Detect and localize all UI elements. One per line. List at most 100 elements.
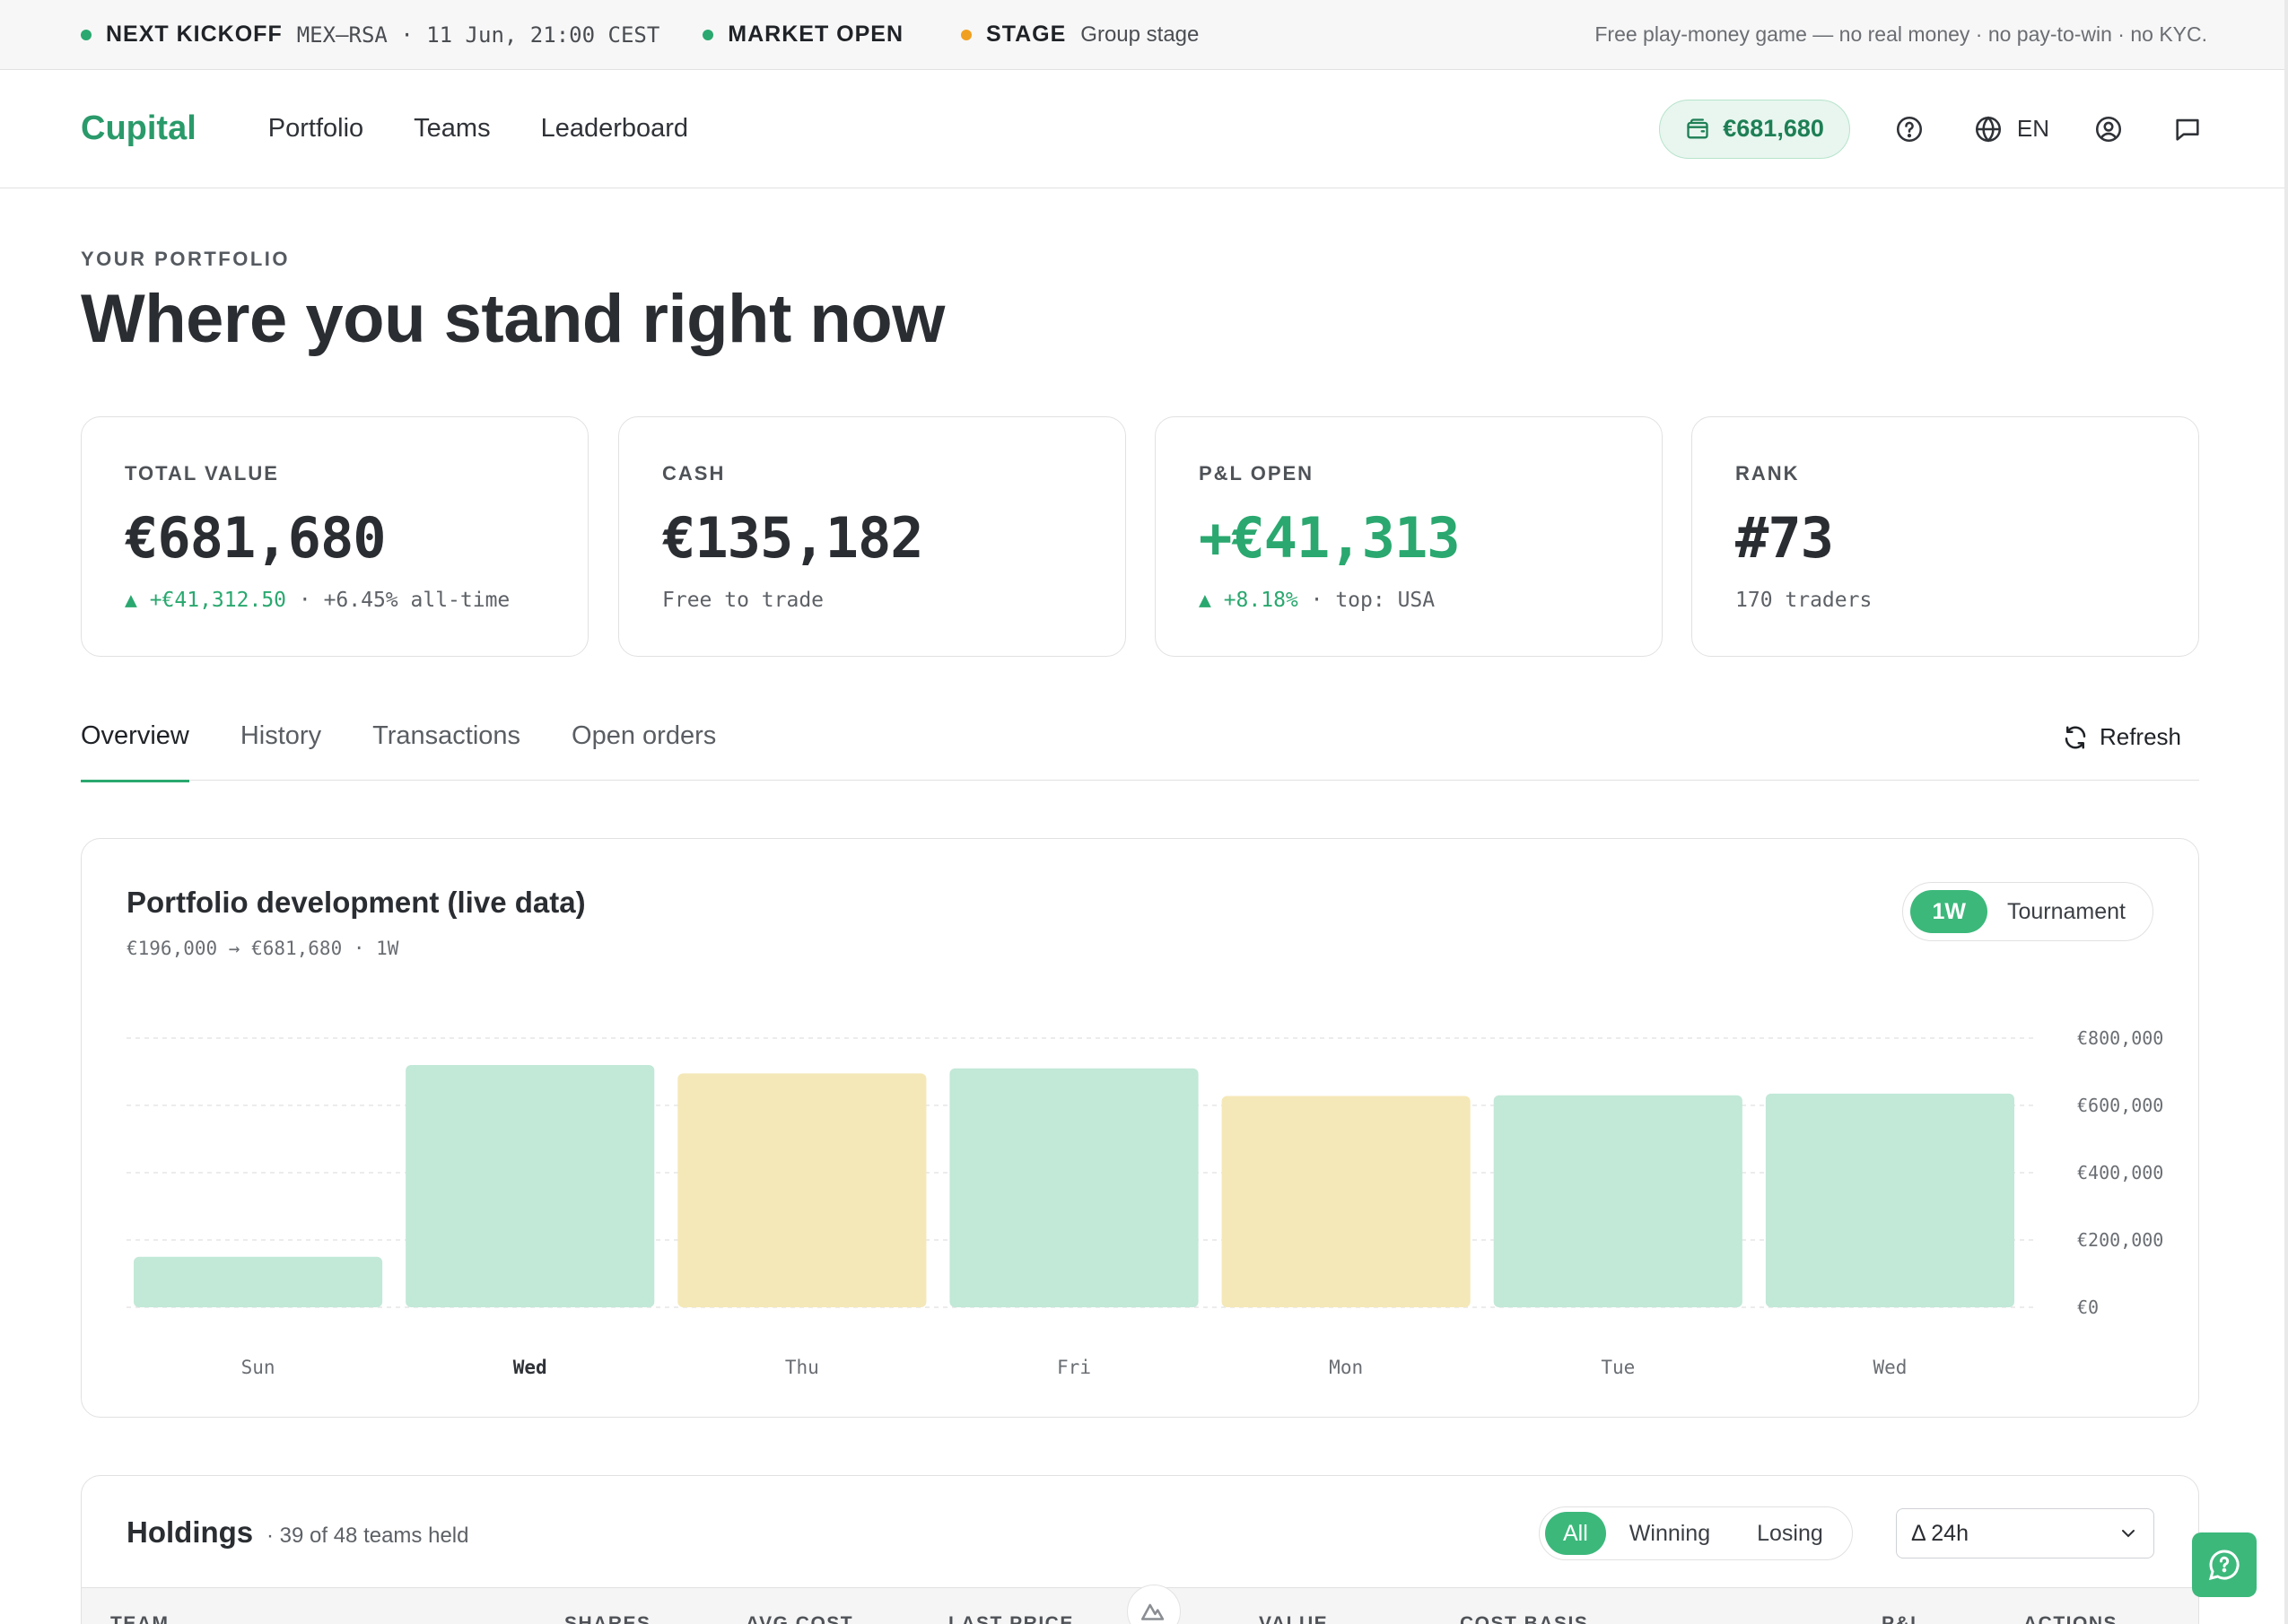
holdings-filter: All Winning Losing — [1539, 1506, 1853, 1560]
column-value[interactable]: VALUE — [1259, 1613, 1329, 1624]
range-1w-button[interactable]: 1W — [1910, 890, 1987, 933]
holdings-card: Holdings · 39 of 48 teams held All Winni… — [81, 1475, 2199, 1624]
portfolio-bar-chart: €0 €200,000 €400,000 €600,000 €800,000 Sun Wed… — [127, 1027, 2163, 1378]
pl-open-card: P&L OPEN +€41,313 ▲ +8.18% · top: USA — [1155, 416, 1663, 657]
kickoff-value: MEX–RSA · 11 Jun, 21:00 CEST — [296, 22, 660, 48]
pl-open-sub: ▲ +8.18% · top: USA — [1199, 589, 1619, 612]
chart-subtitle: €196,000 → €681,680 · 1W — [127, 938, 399, 959]
top-nav: Cupital Portfolio Teams Leaderboard €681… — [0, 70, 2288, 188]
page-title: Where you stand right now — [81, 281, 945, 357]
support-chat-icon — [2208, 1550, 2240, 1581]
stage-status-dot — [961, 29, 973, 40]
wallet-icon — [1687, 118, 1708, 138]
stage-value: Group stage — [1080, 22, 1200, 47]
rank-card: RANK #73 170 traders — [1691, 416, 2199, 657]
rank-sub: 170 traders — [1735, 589, 1873, 612]
nav-portfolio[interactable]: Portfolio — [267, 114, 364, 143]
column-pl[interactable]: P&L — [1882, 1613, 1924, 1624]
user-icon[interactable] — [2089, 109, 2128, 149]
y-tick-label: €400,000 — [2077, 1162, 2163, 1183]
tab-overview[interactable]: Overview — [81, 709, 189, 782]
y-tick-label: €0 — [2077, 1297, 2099, 1318]
total-value-sub: ▲ +€41,312.50 · +6.45% all-time — [125, 589, 545, 612]
sort-select[interactable]: Δ 24h — [1896, 1508, 2154, 1559]
column-shares[interactable]: SHARES — [564, 1613, 651, 1624]
range-toggle: 1W Tournament — [1902, 882, 2153, 941]
x-tick-label: Wed — [513, 1357, 547, 1378]
help-icon[interactable] — [1890, 109, 1929, 149]
holdings-subtitle: · 39 of 48 teams held — [266, 1524, 469, 1548]
x-tick-label: Fri — [1057, 1357, 1091, 1378]
total-value-extra: · +6.45% all-time — [298, 589, 511, 612]
nav-leaderboard[interactable]: Leaderboard — [540, 114, 689, 143]
kickoff-status-dot — [81, 29, 92, 40]
card-label: CASH — [662, 462, 726, 485]
column-cost-basis[interactable]: COST BASIS — [1460, 1613, 1589, 1624]
tab-open-orders[interactable]: Open orders — [572, 721, 717, 750]
card-label: RANK — [1735, 462, 1800, 485]
chat-icon[interactable] — [2168, 109, 2207, 149]
filter-winning-button[interactable]: Winning — [1629, 1520, 1711, 1546]
card-label: P&L OPEN — [1199, 462, 1314, 485]
page-eyebrow: YOUR PORTFOLIO — [81, 248, 290, 270]
total-value-card: TOTAL VALUE €681,680 ▲ +€41,312.50 · +6.… — [81, 416, 589, 657]
y-tick-label: €800,000 — [2077, 1027, 2163, 1049]
language-code: EN — [2016, 115, 2049, 142]
x-tick-label: Mon — [1329, 1357, 1363, 1378]
tab-history[interactable]: History — [240, 721, 322, 750]
cash-sub: Free to trade — [662, 589, 825, 612]
header-actions: €681,680 EN — [1659, 99, 2207, 159]
nav-teams[interactable]: Teams — [414, 114, 491, 143]
x-tick-label: Wed — [1873, 1357, 1907, 1378]
cash-card: CASH €135,182 Free to trade — [618, 416, 1126, 657]
support-chat-button[interactable] — [2192, 1532, 2257, 1597]
portfolio-tabs: Overview History Transactions Open order… — [81, 709, 2199, 782]
chart-title: Portfolio development (live data) — [127, 886, 586, 919]
globe-icon — [1969, 109, 2008, 149]
column-actions: ACTIONS — [2023, 1613, 2118, 1624]
x-tick-label: Thu — [785, 1357, 819, 1378]
column-team[interactable]: TEAM — [110, 1613, 170, 1624]
pl-open-value: +€41,313 — [1199, 505, 1461, 571]
pl-open-extra: · top: USA — [1310, 589, 1436, 612]
wallet-balance: €681,680 — [1723, 115, 1824, 142]
filter-all-button[interactable]: All — [1545, 1512, 1606, 1555]
next-kickoff: NEXT KICKOFF MEX–RSA · 11 Jun, 21:00 CES… — [81, 22, 659, 48]
ticker-bar: NEXT KICKOFF MEX–RSA · 11 Jun, 21:00 CES… — [0, 0, 2288, 70]
filter-losing-button[interactable]: Losing — [1757, 1520, 1823, 1546]
column-last-price[interactable]: LAST PRICE — [948, 1613, 1074, 1624]
column-avg-cost[interactable]: AVG COST — [746, 1613, 854, 1624]
chart-bar — [1493, 1095, 1742, 1307]
devtools-toggle-button[interactable] — [1127, 1585, 1181, 1624]
range-tournament-button[interactable]: Tournament — [2006, 898, 2126, 924]
chart-bar — [677, 1073, 927, 1307]
card-label: TOTAL VALUE — [125, 462, 279, 485]
chart-bar — [949, 1068, 1199, 1307]
x-tick-label: Tue — [1601, 1357, 1635, 1378]
tab-transactions[interactable]: Transactions — [372, 721, 521, 750]
y-tick-label: €200,000 — [2077, 1229, 2163, 1251]
holdings-title: Holdings — [127, 1515, 254, 1549]
refresh-icon — [2065, 726, 2086, 748]
disclaimer-note: Free play-money game — no real money · n… — [1594, 22, 2207, 46]
language-switcher[interactable]: EN — [1969, 109, 2049, 149]
logo[interactable]: Cupital — [81, 109, 196, 147]
chart-bar — [1765, 1093, 2014, 1307]
chevron-down-icon — [2122, 1530, 2135, 1538]
chart-bar — [1221, 1096, 1471, 1307]
page-scrollbar[interactable] — [2284, 0, 2288, 1624]
refresh-label: Refresh — [2099, 723, 2181, 750]
rank-value: #73 — [1735, 505, 1834, 571]
portfolio-chart-card: Portfolio development (live data) €196,0… — [81, 838, 2199, 1418]
wallet-balance-button[interactable]: €681,680 — [1659, 99, 1850, 159]
market-status-dot — [703, 29, 714, 40]
pl-open-delta: ▲ +8.18% — [1199, 589, 1298, 612]
refresh-button[interactable]: Refresh — [2062, 709, 2181, 751]
market-label: MARKET OPEN — [728, 22, 904, 47]
cash-value: €135,182 — [662, 505, 924, 571]
chart-bar — [134, 1256, 383, 1307]
x-tick-label: Sun — [241, 1357, 275, 1378]
stage-label: STAGE — [986, 22, 1067, 47]
y-tick-label: €600,000 — [2077, 1095, 2163, 1116]
stage: STAGE Group stage — [961, 22, 1199, 48]
